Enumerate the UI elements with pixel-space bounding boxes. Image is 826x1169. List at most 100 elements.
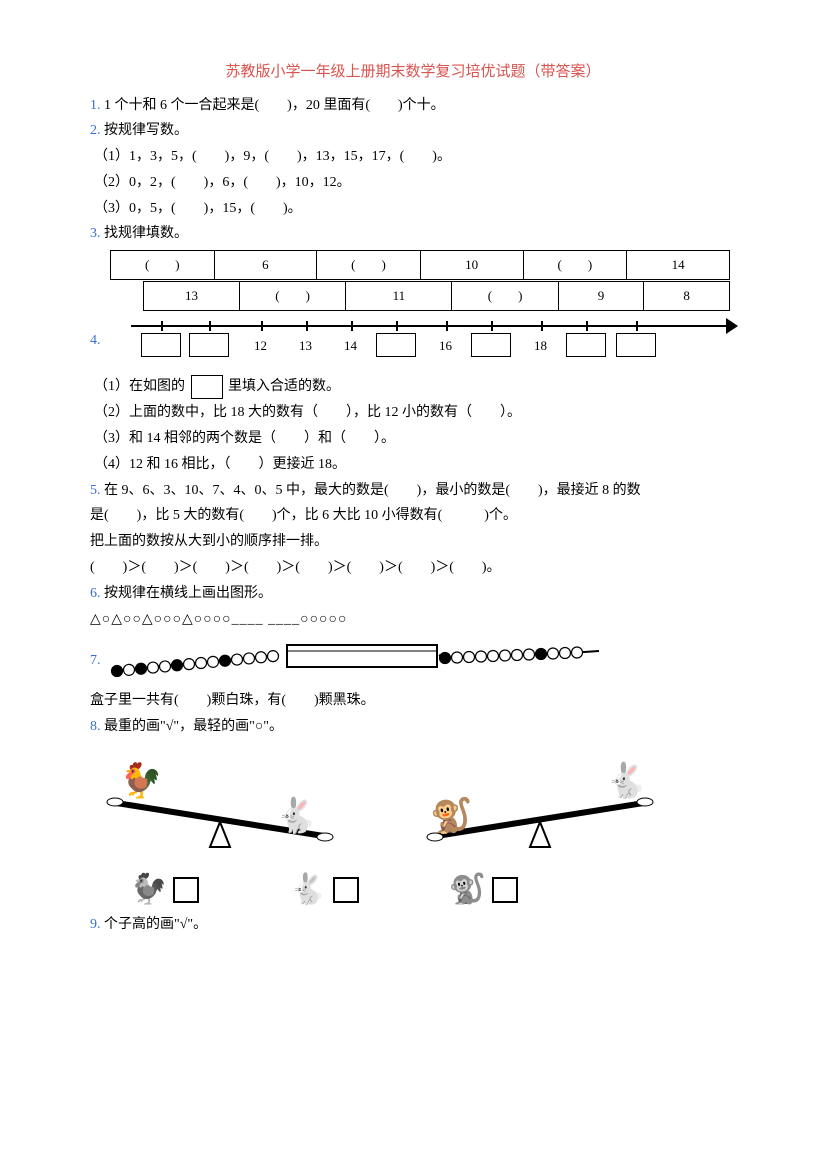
white-bead-icon xyxy=(183,659,194,670)
q9-num: 9. xyxy=(90,917,101,932)
black-bead-icon xyxy=(171,660,182,671)
q4-sub2: （2）上面的数中，比 18 大的数有（ ），比 12 小的数有（ ）。 xyxy=(90,401,736,425)
q2: 2. 按规律写数。 xyxy=(90,119,736,143)
q3-cell: ( ) xyxy=(523,251,627,280)
fulcrum-icon xyxy=(530,822,550,847)
q2-c: （3）0，5，( )，15，( )。 xyxy=(90,197,736,221)
q3: 3. 找规律填数。 xyxy=(90,222,736,246)
white-bead-icon xyxy=(207,657,218,668)
q3-row1: ( ) 6 ( ) 10 ( ) 14 xyxy=(111,251,730,280)
q8-num: 8. xyxy=(90,719,101,734)
seesaw-svg: 🐒 🐇 xyxy=(410,747,670,857)
q9-text: 个子高的画"√"。 xyxy=(104,917,207,932)
number-line-box xyxy=(189,333,229,357)
q1-num: 1. xyxy=(90,98,101,113)
q6: 6. 按规律在横线上画出图形。 xyxy=(90,582,736,606)
monkey-icon: 🐒 xyxy=(449,875,486,905)
rabbit-icon: 🐇 xyxy=(289,875,326,905)
tick xyxy=(491,321,493,331)
white-bead-icon xyxy=(267,651,278,662)
black-bead-icon xyxy=(111,666,122,677)
q3-num: 3. xyxy=(90,226,101,241)
q2-a: （1）1，3，5，( )，9，( )，13，15，17，( )。 xyxy=(90,145,736,169)
monkey-icon: 🐒 xyxy=(430,796,472,835)
blank-box xyxy=(191,375,223,399)
white-bead-icon xyxy=(123,665,134,676)
number-line-box xyxy=(616,333,656,357)
white-bead-icon xyxy=(523,649,534,660)
white-bead-icon xyxy=(231,655,242,666)
number-line-label: 18 xyxy=(526,335,556,357)
number-line-box xyxy=(141,333,181,357)
plank-end xyxy=(317,833,333,841)
q4-num: 4. xyxy=(90,329,101,353)
q4-sub3: （3）和 14 相邻的两个数是（ ）和（ ）。 xyxy=(90,427,736,451)
white-bead-icon xyxy=(159,661,170,672)
q6-text: 按规律在横线上画出图形。 xyxy=(104,586,272,601)
answer-box[interactable] xyxy=(492,877,518,903)
number-line: 1213141618 xyxy=(111,321,737,371)
white-bead-icon xyxy=(559,648,570,659)
q4-sub4: （4）12 和 16 相比，（ ）更接近 18。 xyxy=(90,453,736,477)
answer-box[interactable] xyxy=(173,877,199,903)
q8-answer-row: 🐓 🐇 🐒 xyxy=(130,875,736,905)
tick xyxy=(396,321,398,331)
q3-text: 找规律填数。 xyxy=(104,226,188,241)
number-line-label: 16 xyxy=(431,335,461,357)
q4: 4. 1213141618 xyxy=(90,313,736,373)
tick xyxy=(306,321,308,331)
q6-num: 6. xyxy=(90,586,101,601)
white-bead-icon xyxy=(475,651,486,662)
ans-chicken: 🐓 xyxy=(130,875,199,905)
bead-box xyxy=(287,645,437,667)
q7: 7. xyxy=(90,633,736,687)
tick xyxy=(161,321,163,331)
white-bead-icon xyxy=(243,653,254,664)
q2-num: 2. xyxy=(90,123,101,138)
seesaw-left: 🐓 🐇 xyxy=(90,747,350,857)
q3-offset xyxy=(110,282,144,311)
q3-cell: ( ) xyxy=(317,251,421,280)
q3-cell: 6 xyxy=(214,251,317,280)
q3-cell: 14 xyxy=(627,251,730,280)
tick xyxy=(261,321,263,331)
black-bead-icon xyxy=(219,656,230,667)
q2-text: 按规律写数。 xyxy=(104,123,188,138)
q3-table2: 13 ( ) 11 ( ) 9 8 xyxy=(110,281,730,311)
axis-line xyxy=(131,325,737,327)
q8: 8. 最重的画"√"，最轻的画"○"。 xyxy=(90,715,736,739)
number-line-label: 12 xyxy=(246,335,276,357)
chicken-icon: 🐓 xyxy=(130,875,167,905)
q5-num: 5. xyxy=(90,483,101,498)
q1-text: 1 个十和 6 个一合起来是( )，20 里面有( )个十。 xyxy=(104,98,445,113)
number-line-label: 14 xyxy=(336,335,366,357)
white-bead-icon xyxy=(487,651,498,662)
q3-row2: 13 ( ) 11 ( ) 9 8 xyxy=(110,282,730,311)
q4-sub1b: 里填入合适的数。 xyxy=(228,380,340,395)
answer-box[interactable] xyxy=(333,877,359,903)
rabbit-icon: 🐇 xyxy=(275,796,317,835)
q5-l1: 在 9、6、3、10、7、4、0、5 中，最大的数是( )，最小的数是( )，最… xyxy=(104,483,641,498)
q1: 1. 1 个十和 6 个一合起来是( )，20 里面有( )个十。 xyxy=(90,94,736,118)
seesaw-right: 🐒 🐇 xyxy=(410,747,670,857)
q9: 9. 个子高的画"√"。 xyxy=(90,913,736,937)
q4-sub1: （1）在如图的 里填入合适的数。 xyxy=(90,375,736,399)
chicken-icon: 🐓 xyxy=(120,761,162,800)
seesaw-svg: 🐓 🐇 xyxy=(90,747,350,857)
seesaw-row: 🐓 🐇 🐒 🐇 xyxy=(90,747,736,857)
q3-cell: 9 xyxy=(558,282,644,311)
tick xyxy=(541,321,543,331)
q7-text: 盒子里一共有( )颗白珠，有( )颗黑珠。 xyxy=(90,689,736,713)
bead-diagram xyxy=(101,637,741,685)
beads-svg xyxy=(101,637,741,685)
white-bead-icon xyxy=(463,652,474,663)
q6-pattern: △○△○○△○○○△○○○○____ ____○○○○○ xyxy=(90,608,736,632)
q3-cell: ( ) xyxy=(111,251,215,280)
number-line-box xyxy=(471,333,511,357)
white-bead-icon xyxy=(511,650,522,661)
black-bead-icon xyxy=(535,649,546,660)
tick xyxy=(209,321,211,331)
fulcrum-icon xyxy=(210,822,230,847)
ans-monkey: 🐒 xyxy=(449,875,518,905)
tick xyxy=(351,321,353,331)
